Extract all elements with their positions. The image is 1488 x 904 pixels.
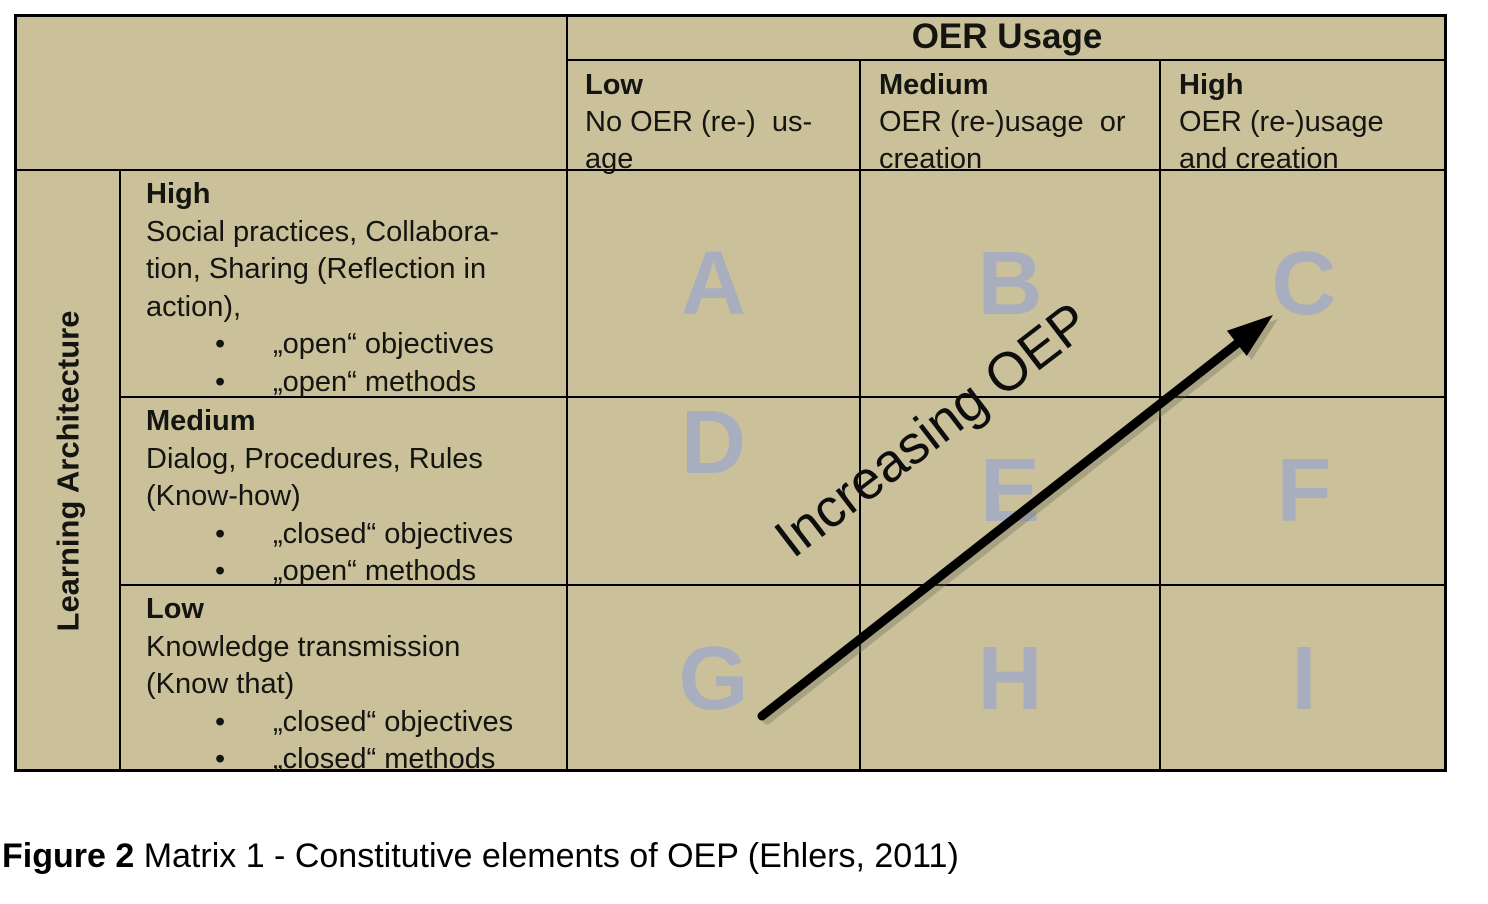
col-header-medium: Medium OER (re-)usage or creation <box>861 60 1159 175</box>
row-header-high: High Social practices, Collabora- tion, … <box>121 171 565 398</box>
figure-caption-label: Figure 2 <box>2 837 135 875</box>
table-border-line <box>566 59 1447 61</box>
matrix-cell-C: C <box>1271 233 1337 334</box>
bullet-text: „closed“ objectives <box>273 517 514 550</box>
col-axis-title: OER Usage <box>911 17 1103 56</box>
col-header-medium-desc: OER (re-)usage or creation <box>879 106 1126 175</box>
row-axis-title: Learning Architecture <box>17 170 119 772</box>
bullet-text: „open“ objectives <box>273 328 494 360</box>
col-header-low-desc: No OER (re-) us- age <box>585 106 813 175</box>
matrix-cell-G: G <box>678 629 749 729</box>
col-header-high: High OER (re-)usage and creation <box>1161 60 1447 175</box>
matrix-cell-D: D <box>681 393 746 493</box>
col-header-high-desc: OER (re-)usage and creation <box>1179 106 1384 175</box>
row-header-high-label: High <box>146 178 211 210</box>
bullet-icon: • <box>215 365 226 398</box>
col-header-high-label: High <box>1179 69 1244 101</box>
row-axis-title-text: Learning Architecture <box>50 310 86 632</box>
row-header-low-desc: Knowledge transmission (Know that) <box>146 630 461 701</box>
bullet-item: • „closed“ objectives <box>146 704 557 742</box>
matrix-cell-B: B <box>977 233 1043 334</box>
row-header-high-desc: Social practices, Collabora- tion, Shari… <box>146 215 499 323</box>
row-header-medium-desc: Dialog, Procedures, Rules (Know-how) <box>146 442 483 513</box>
table-border-line <box>14 169 1447 171</box>
bullet-icon: • <box>215 705 226 738</box>
bullet-item: • „open“ methods <box>146 553 557 591</box>
bullet-text: „closed“ methods <box>273 743 496 775</box>
matrix-cell-H: H <box>977 629 1043 729</box>
bullet-text: „closed“ objectives <box>273 705 514 738</box>
col-header-medium-label: Medium <box>879 69 989 101</box>
matrix-cell-F: F <box>1276 441 1332 541</box>
bullet-item: • „closed“ objectives <box>146 516 557 554</box>
table-border-line <box>566 14 568 772</box>
bullet-text: „open“ methods <box>273 365 477 398</box>
figure-caption-text: Matrix 1 - Constitutive elements of OEP … <box>134 837 959 875</box>
row-header-low: Low Knowledge transmission (Know that) •… <box>121 586 565 775</box>
bullet-icon: • <box>215 555 226 587</box>
row-header-medium-label: Medium <box>146 405 256 437</box>
col-header-low: Low No OER (re-) us- age <box>567 60 859 175</box>
bullet-item: • „closed“ methods <box>146 741 557 779</box>
matrix-cell-A: A <box>681 233 746 334</box>
bullet-item: • „open“ objectives <box>146 326 557 364</box>
bullet-icon: • <box>215 328 226 360</box>
table-border-line <box>119 170 121 772</box>
bullet-icon: • <box>215 743 226 775</box>
matrix-cell-I: I <box>1291 629 1317 729</box>
bullet-icon: • <box>215 517 226 550</box>
row-header-medium: Medium Dialog, Procedures, Rules (Know-h… <box>121 398 565 587</box>
row-header-low-label: Low <box>146 593 204 625</box>
bullet-item: • „open“ methods <box>146 364 557 402</box>
bullet-text: „open“ methods <box>273 555 477 587</box>
col-header-low-label: Low <box>585 69 643 101</box>
figure-caption: Figure 2 Matrix 1 - Constitutive element… <box>2 836 959 876</box>
